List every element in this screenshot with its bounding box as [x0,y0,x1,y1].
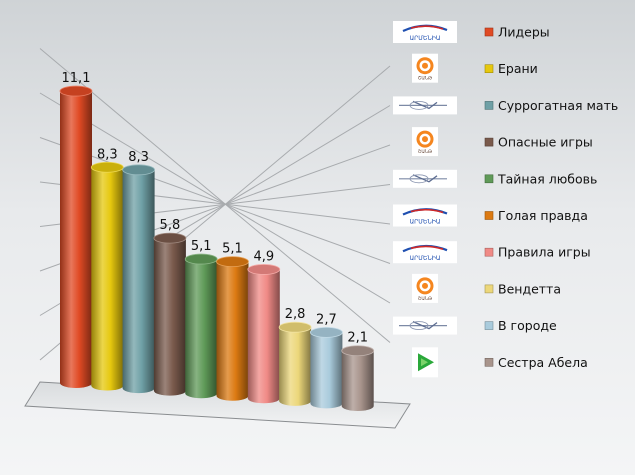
legend: ԱՐՄԵՆԻԱ Лидеры ՇԱՆԹ Ерани Суррогатная мать ՇԱ… [393,21,618,378]
legend-swatch [484,64,494,73]
bar-10 [341,345,375,411]
legend-label: Тайная любовь [497,171,597,186]
gridline [39,137,391,264]
bar-body [185,259,218,399]
legend-label: Правила игры [498,245,591,260]
h1-tv-logo [393,316,457,335]
value-label: 8,3 [128,150,149,165]
value-labels-group: 11,1 8,3 8,3 5,8 5,1 5,1 4,9 2,8 2,7 2,1 [62,71,369,346]
bar-top [122,164,156,176]
bar-3 [122,164,156,394]
legend-swatch [484,284,494,294]
bar-body [216,261,249,401]
legend-label: Ерани [498,61,538,76]
bar-4 [153,232,187,396]
bar-top [184,253,218,265]
legend-swatch [484,27,494,37]
bar-top [59,85,93,97]
bars-group [59,85,375,411]
bar-body [91,167,124,391]
bar-7 [247,264,281,404]
bar-top [309,326,343,338]
bar-5 [184,253,218,399]
bar-top [247,264,281,275]
legend-swatch [484,211,494,220]
h1-tv-logo [393,96,457,115]
shant-tv-logo: ՇԱՆԹ [412,53,438,83]
svg-text:ԱՐՄԵՆԻԱ: ԱՐՄԵՆԻԱ [409,35,440,42]
bar-top [90,161,124,173]
play-tv-logo [412,347,438,378]
bar-6 [216,256,249,401]
bar-9 [309,326,343,409]
svg-text:ԱՐՄԵՆԻԱ: ԱՐՄԵՆԻԱ [409,219,440,226]
value-label: 5,8 [160,218,181,233]
svg-text:ՇԱՆԹ: ՇԱՆԹ [418,76,432,82]
bar-body [310,332,343,409]
legend-item: ՇԱՆԹ Ерани [412,53,538,83]
value-label: 8,3 [97,147,118,162]
svg-text:ԱՐՄԵՆԻԱ: ԱՐՄԵՆԻԱ [409,255,440,262]
legend-swatch [484,137,494,147]
armenia-tv-logo: ԱՐՄԵՆԻԱ [393,241,457,264]
value-label: 2,8 [285,307,306,322]
legend-label: В городе [498,318,557,333]
bar-body [341,350,374,411]
bar-top [278,321,312,333]
shant-tv-logo: ՇԱՆԹ [412,127,438,157]
value-label: 2,1 [347,331,368,346]
legend-swatch [484,247,494,257]
armenia-tv-logo: ԱՐՄԵՆԻԱ [393,204,457,227]
legend-item: ԱՐՄԵՆԻԱ Голая правда [393,204,588,227]
bar-8 [278,321,312,406]
value-label: 5,1 [222,242,243,257]
legend-swatch [484,357,494,367]
bar-body [122,169,155,394]
legend-swatch [484,174,494,184]
bar-body [279,327,312,406]
value-label: 5,1 [191,239,212,254]
legend-label: Вендетта [498,281,561,296]
legend-swatch [484,101,494,110]
value-label: 2,7 [316,312,337,327]
bar-top [153,232,187,244]
legend-item: Сестра Абела [412,347,588,378]
legend-label: Голая правда [498,208,588,223]
bar-body [60,91,92,388]
gridline [39,48,391,343]
armenia-tv-logo: ԱՐՄԵՆԻԱ [393,21,457,43]
legend-label: Суррогатная мать [498,98,618,113]
legend-item: В городе [393,316,557,335]
legend-item: Суррогатная мать [393,96,618,115]
bar-body [247,269,280,404]
legend-label: Опасные игры [498,135,593,150]
svg-text:ՇԱՆԹ: ՇԱՆԹ [418,296,432,302]
legend-label: Сестра Абела [498,355,588,370]
h1-tv-logo [393,169,457,188]
bar-body [153,238,186,396]
shant-tv-logo: ՇԱՆԹ [412,273,438,303]
value-label: 4,9 [253,249,274,264]
legend-item: ԱՐՄԵՆԻԱ Правила игры [393,241,591,264]
gridline [39,92,391,304]
svg-text:ՇԱՆԹ: ՇԱՆԹ [418,149,432,155]
bar-top [341,345,375,357]
bar-2 [90,161,124,391]
legend-swatch [484,321,494,330]
legend-label: Лидеры [498,25,550,40]
legend-item: ՇԱՆԹ Вендетта [412,273,561,303]
value-label: 11,1 [62,71,91,86]
bar-1 [59,85,93,388]
legend-item: ԱՐՄԵՆԻԱ Лидеры [393,21,550,43]
bar-top [216,256,249,268]
legend-item: ՇԱՆԹ Опасные игры [412,127,593,157]
legend-item: Тайная любовь [393,169,597,188]
